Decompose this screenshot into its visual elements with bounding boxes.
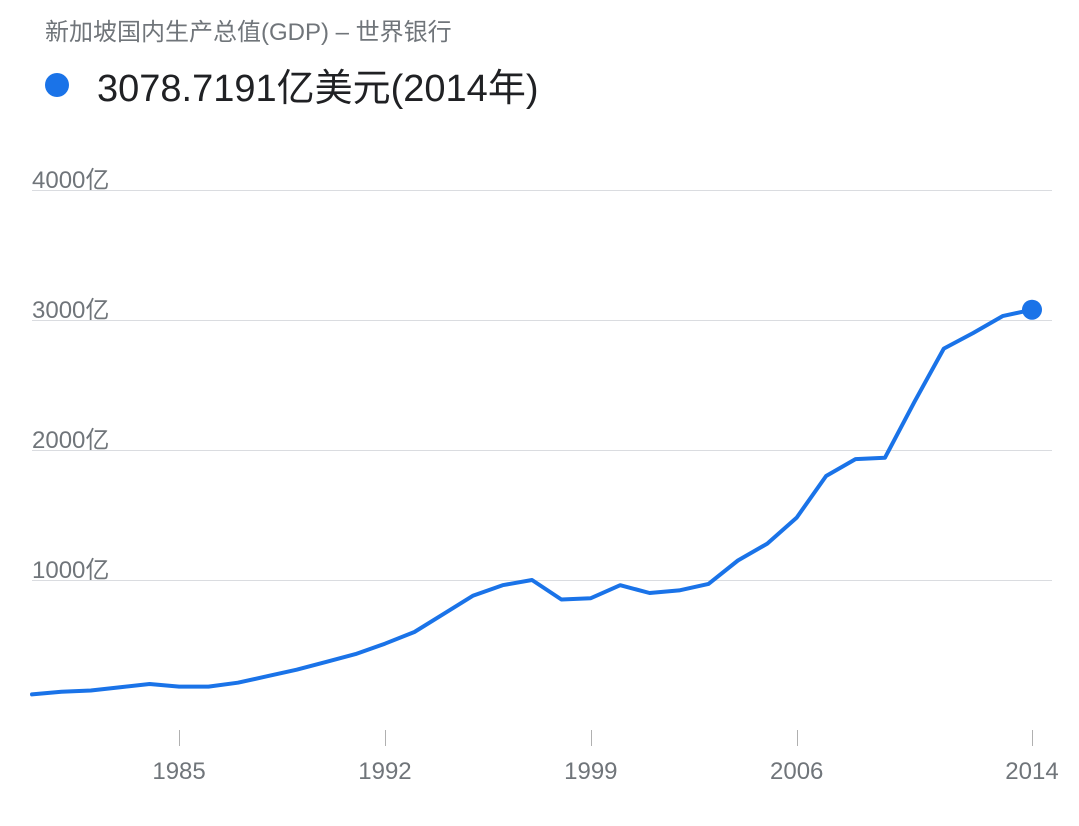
chart-subtitle: 新加坡国内生产总值(GDP) – 世界银行 <box>45 12 1079 47</box>
chart-header: 新加坡国内生产总值(GDP) – 世界银行 3078.7191亿美元(2014年… <box>0 0 1079 112</box>
gdp-line <box>32 310 1032 695</box>
chart-title-row: 3078.7191亿美元(2014年) <box>45 57 1079 112</box>
x-axis-label: 2014 <box>1005 758 1058 786</box>
line-plot <box>32 175 1062 740</box>
series-dot-icon <box>45 73 69 97</box>
x-axis-label: 2006 <box>770 758 823 786</box>
x-axis-label: 1985 <box>152 758 205 786</box>
chart-value-label: 3078.7191亿美元(2014年) <box>97 57 538 112</box>
chart-area: 4000亿3000亿2000亿1000亿19851992199920062014 <box>32 175 1052 795</box>
x-axis-label: 1992 <box>358 758 411 786</box>
x-axis-label: 1999 <box>564 758 617 786</box>
highlight-marker[interactable] <box>1022 300 1042 320</box>
